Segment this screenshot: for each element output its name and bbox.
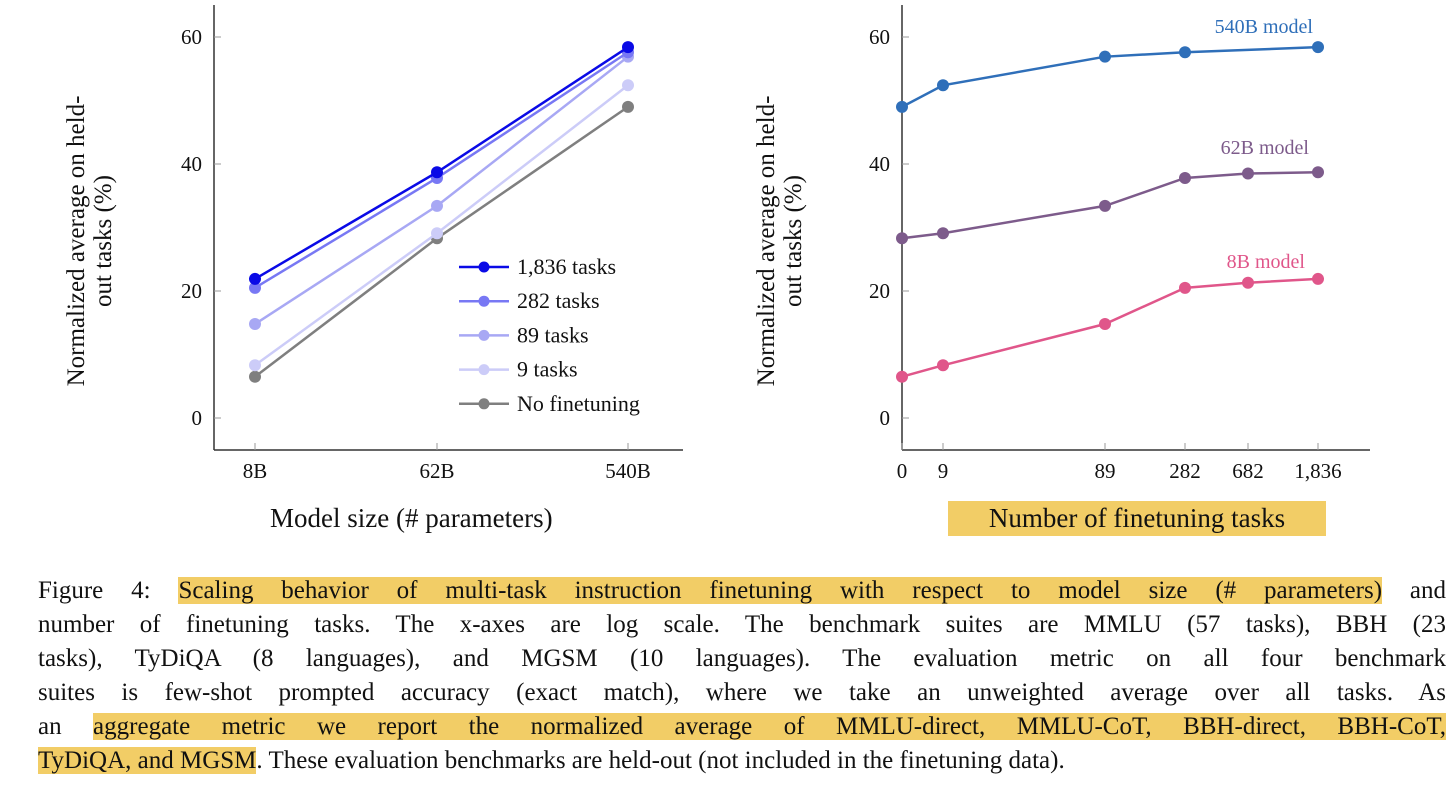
data-point (896, 370, 908, 383)
caption-line: an aggregate metric we report the normal… (38, 710, 1446, 744)
caption-line: suites is few-shot prompted accuracy (ex… (38, 676, 1446, 710)
data-point (249, 370, 261, 383)
data-point (431, 199, 443, 212)
right-y-axis-label: Normalized average on held-out tasks (%) (753, 95, 807, 387)
caption-line: tasks), TyDiQA (8 languages), and MGSM (… (38, 642, 1446, 676)
highlighted-text: TyDiQA, and MGSM (38, 747, 257, 774)
caption-text: number of finetuning tasks. The x-axes a… (38, 611, 1446, 638)
legend-swatch-marker (478, 295, 490, 307)
data-point (622, 100, 634, 113)
right-x-tick-label: 0 (897, 459, 908, 483)
series-line (901, 277, 1319, 378)
series-line (254, 55, 629, 326)
left-x-tick-label: 62B (419, 459, 454, 483)
highlighted-text: Scaling behavior of multi-task instructi… (178, 577, 1383, 604)
right-x-axis-label: Number of finetuning tasks (948, 501, 1326, 536)
caption-text: tasks), TyDiQA (8 languages), and MGSM (… (38, 645, 1446, 672)
legend-label: No finetuning (517, 391, 640, 416)
legend-swatch-marker (478, 261, 490, 273)
data-point (249, 359, 261, 372)
data-point (1312, 272, 1324, 285)
data-point (937, 359, 949, 372)
right-x-tick-label: 682 (1232, 459, 1264, 483)
data-point (431, 227, 443, 240)
series-label: 540B model (1215, 16, 1314, 38)
data-point (249, 281, 261, 294)
legend-swatch-marker (478, 329, 490, 341)
caption-line: TyDiQA, and MGSM. These evaluation bench… (38, 744, 1446, 778)
figure-charts: 0 20 40 60 8B 62B 540B 1,836 tasks 282 tasks 89 t… (181, 5, 1370, 483)
caption-text: . These evaluation benchmarks are held-o… (256, 747, 1065, 774)
caption-text: an (38, 713, 94, 740)
data-point (1179, 171, 1191, 184)
highlighted-text: aggregate metric we report the normalize… (93, 713, 1446, 740)
data-point (622, 41, 634, 54)
caption-text: and (1382, 577, 1446, 604)
right-x-tick-label: 9 (938, 459, 949, 483)
data-point (1099, 199, 1111, 212)
left-y-axis-label: Normalized average on held-out tasks (%) (63, 95, 117, 387)
right-x-tick-label: 89 (1095, 459, 1116, 483)
left-y-tick-label: 40 (181, 152, 202, 176)
legend-label: 282 tasks (517, 288, 600, 313)
data-point (1312, 41, 1324, 54)
data-point (1179, 46, 1191, 59)
data-point (1312, 166, 1324, 179)
right-x-tick-label: 282 (1169, 459, 1201, 483)
right-y-tick-label: 40 (869, 152, 890, 176)
left-y-tick-label: 20 (181, 279, 202, 303)
data-point (896, 100, 908, 113)
data-point (1242, 276, 1254, 289)
data-point (431, 166, 443, 179)
figure-caption: Figure 4: Scaling behavior of multi-task… (38, 574, 1446, 778)
left-y-tick-label: 60 (181, 25, 202, 49)
right-y-tick-label: 60 (869, 25, 890, 49)
data-point (1242, 167, 1254, 180)
legend-swatch-marker (478, 364, 490, 376)
data-point (896, 232, 908, 245)
left-x-tick-label: 8B (243, 459, 268, 483)
series-line (254, 46, 629, 281)
data-point (1099, 318, 1111, 331)
caption-line: number of finetuning tasks. The x-axes a… (38, 608, 1446, 642)
legend-label: 9 tasks (517, 357, 578, 382)
caption-text: suites is few-shot prompted accuracy (ex… (38, 679, 1446, 706)
legend-label: 1,836 tasks (517, 254, 616, 279)
data-point (937, 79, 949, 92)
right-x-tick-label: 1,836 (1294, 459, 1341, 483)
right-y-tick-label: 0 (880, 406, 891, 430)
data-point (937, 227, 949, 240)
legend-swatch-marker (478, 398, 490, 410)
data-point (249, 318, 261, 331)
data-point (1099, 50, 1111, 63)
data-point (1179, 281, 1191, 294)
series-line (901, 171, 1319, 240)
data-point (249, 272, 261, 285)
caption-text: Figure 4: (38, 577, 179, 604)
left-x-axis-label: Model size (# parameters) (270, 503, 553, 533)
series-label: 8B model (1227, 251, 1306, 273)
caption-line: Figure 4: Scaling behavior of multi-task… (38, 574, 1446, 608)
data-point (622, 79, 634, 92)
legend-label: 89 tasks (517, 322, 589, 347)
left-y-tick-label: 0 (192, 406, 203, 430)
series-label: 62B model (1221, 137, 1310, 159)
left-x-tick-label: 540B (605, 459, 651, 483)
right-y-tick-label: 20 (869, 279, 890, 303)
